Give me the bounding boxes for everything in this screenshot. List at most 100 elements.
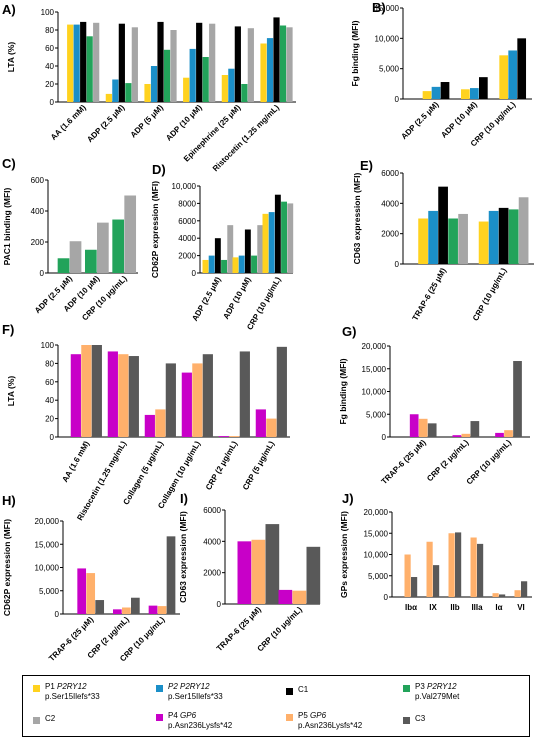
panel-d-ytick-label: 8000: [178, 199, 196, 208]
panel-h-bar-c3: [131, 597, 140, 614]
panel-d-ytick-label: 4000: [178, 234, 196, 243]
legend-gene-p5: GP6: [310, 711, 327, 720]
legend-item-p2: P2 P2RY12 p.Ser15Ilefs*33: [156, 682, 223, 701]
panel-a-bar-p3: [279, 25, 287, 102]
panel-i-bar-p5: [292, 590, 307, 604]
panel-b-bar-p2: [470, 88, 479, 99]
panel-j: J) 0 5,000 10,000 15,000 20,000 GPs expression…: [339, 491, 532, 612]
panel-h-bar-c3: [166, 536, 176, 614]
panel-b-bar-p1: [499, 55, 509, 99]
panel-j-ytick-label: 0: [384, 593, 389, 602]
panel-a-xtick-label: ADP (2.5 μM): [85, 103, 126, 144]
panel-a-bar-p3: [125, 83, 132, 102]
panel-b-bar-p1: [461, 89, 470, 99]
panel-c-ylabel: PAC1 binding (MFI): [2, 187, 12, 265]
panel-d-bar-c2: [257, 225, 264, 273]
panel-e-bar-p2: [488, 210, 499, 264]
panel-e-bar-p2: [428, 210, 438, 264]
panel-d-ytick-label: 2000: [178, 252, 196, 261]
legend-label-c1: C1: [298, 685, 309, 694]
panel-f-bar-p4: [181, 372, 192, 437]
panel-h-ytick-label: 5,000: [39, 587, 60, 596]
legend-swatch-c1: [286, 688, 293, 695]
panel-a-xtick-label: ADP (5 μM): [129, 103, 166, 140]
legend-label-p3: P3: [415, 682, 428, 691]
panel-j-bar-c3: [455, 532, 462, 597]
panel-a-bar-c2: [247, 28, 254, 103]
panel-f-bar-c3: [165, 363, 176, 437]
panel-g-ytick-label: 5,000: [366, 410, 387, 419]
panel-d-bar-p1: [202, 259, 209, 273]
panel-j-xtick-label: IX: [429, 603, 437, 612]
panel-j-ylabel: GPs expression (MFI): [339, 511, 349, 598]
panel-f-ytick-label: 60: [45, 378, 54, 387]
legend-variant-p5: p.Asn236Lysfs*42: [298, 720, 363, 730]
panel-g-letter: G): [342, 324, 356, 339]
panel-j-bar-c3: [411, 577, 418, 597]
panel-g-ytick-label: 10,000: [362, 388, 387, 397]
panel-b-bar-p2: [431, 86, 441, 99]
panel-a-ytick-label: 100: [41, 8, 55, 17]
panel-f-bar-p4: [107, 351, 118, 437]
panel-a-bar-p1: [260, 43, 267, 102]
legend-variant-p1: p.Ser15Ilefs*33: [45, 691, 100, 701]
panel-c-bar-p3: [57, 258, 70, 273]
legend-item-p3: P3 P2RY12 p.Val279Met: [403, 682, 459, 701]
panel-c-bar-c2: [69, 241, 82, 273]
panel-a-bar-c2: [131, 27, 138, 102]
panel-e-letter: E): [360, 158, 373, 173]
legend-item-p5: P5 GP6 p.Asn236Lysfs*42: [286, 711, 362, 730]
panel-e-xtick-label: TRAP-6 (25 μM): [411, 266, 449, 322]
panel-g-bar-p4: [452, 435, 462, 437]
panel-e-bar-c1: [498, 207, 509, 264]
panel-b-bar-p2: [508, 50, 518, 99]
panel-c-bar-p3: [85, 249, 97, 273]
panel-g-xtick-label: CRP (2 μg/mL): [425, 438, 470, 483]
panel-f-bar-p5: [155, 409, 166, 437]
panel-d-bar-p1: [262, 213, 269, 273]
panel-b-ytick-label: 10,000: [375, 34, 400, 43]
panel-a-bar-p1: [105, 93, 112, 102]
panel-a-bar-c2: [170, 30, 177, 102]
panel-a-bar-c2: [93, 22, 100, 102]
panel-f-xtick-label: Collagen (5 μg/mL): [121, 439, 165, 506]
panel-b-letter: B): [372, 0, 386, 15]
panel-g-ylabel: Fg binding (MFI): [338, 358, 348, 424]
panel-j-ytick-label: 5,000: [368, 572, 389, 581]
legend-swatch-p1: [33, 685, 40, 692]
panel-a: A) 0 20 40 60 80 100 LTA (%) AA (1.6 mM)ADP (2.5…: [2, 2, 296, 173]
panel-a-bar-p1: [221, 75, 228, 102]
legend-gene-p1: P2RY12: [57, 682, 87, 691]
panel-i-ytick-label: 4000: [203, 537, 221, 546]
panel-d-bar-p3: [251, 255, 257, 273]
panel-c-bar-p3: [112, 219, 125, 273]
panel-i-bar-c3: [306, 546, 321, 604]
panel-f-ytick-label: 0: [50, 433, 55, 442]
panel-h-ytick-label: 20,000: [35, 517, 60, 526]
panel-a-ytick-label: 60: [45, 44, 54, 53]
panel-i-xtick-label: CRP (10 μg/mL): [256, 605, 305, 654]
panel-f-bar-c3: [239, 351, 250, 437]
panel-i-bar-p4: [278, 589, 293, 604]
panel-d-bar-p3: [281, 201, 287, 273]
panel-h-bar-p4: [148, 605, 158, 614]
panel-h-ytick-label: 0: [55, 610, 60, 619]
panel-g-bar-p5: [461, 433, 471, 437]
panel-j-bar-p5: [492, 593, 499, 597]
panel-d-xtick-label: CRP (10 μg/mL): [245, 275, 283, 331]
panel-j-bar-p5: [448, 533, 455, 597]
panel-a-bar-p1: [67, 24, 74, 103]
panel-f-bar-p5: [229, 436, 240, 437]
legend-gene-p2: P2RY12: [180, 682, 210, 691]
panel-f-ylabel: LTA (%): [6, 376, 16, 407]
legend-gene-p4: GP6: [180, 711, 197, 720]
panel-d-bar-p2: [238, 255, 245, 273]
panel-i-letter: I): [180, 491, 188, 506]
panel-f-bar-c3: [128, 356, 139, 437]
panel-f-bar-c3: [202, 354, 213, 437]
legend-swatch-p4: [156, 714, 163, 721]
panel-a-letter: A): [2, 2, 16, 17]
panel-j-bar-p5: [426, 541, 433, 597]
panel-d-bar-p3: [221, 259, 227, 273]
